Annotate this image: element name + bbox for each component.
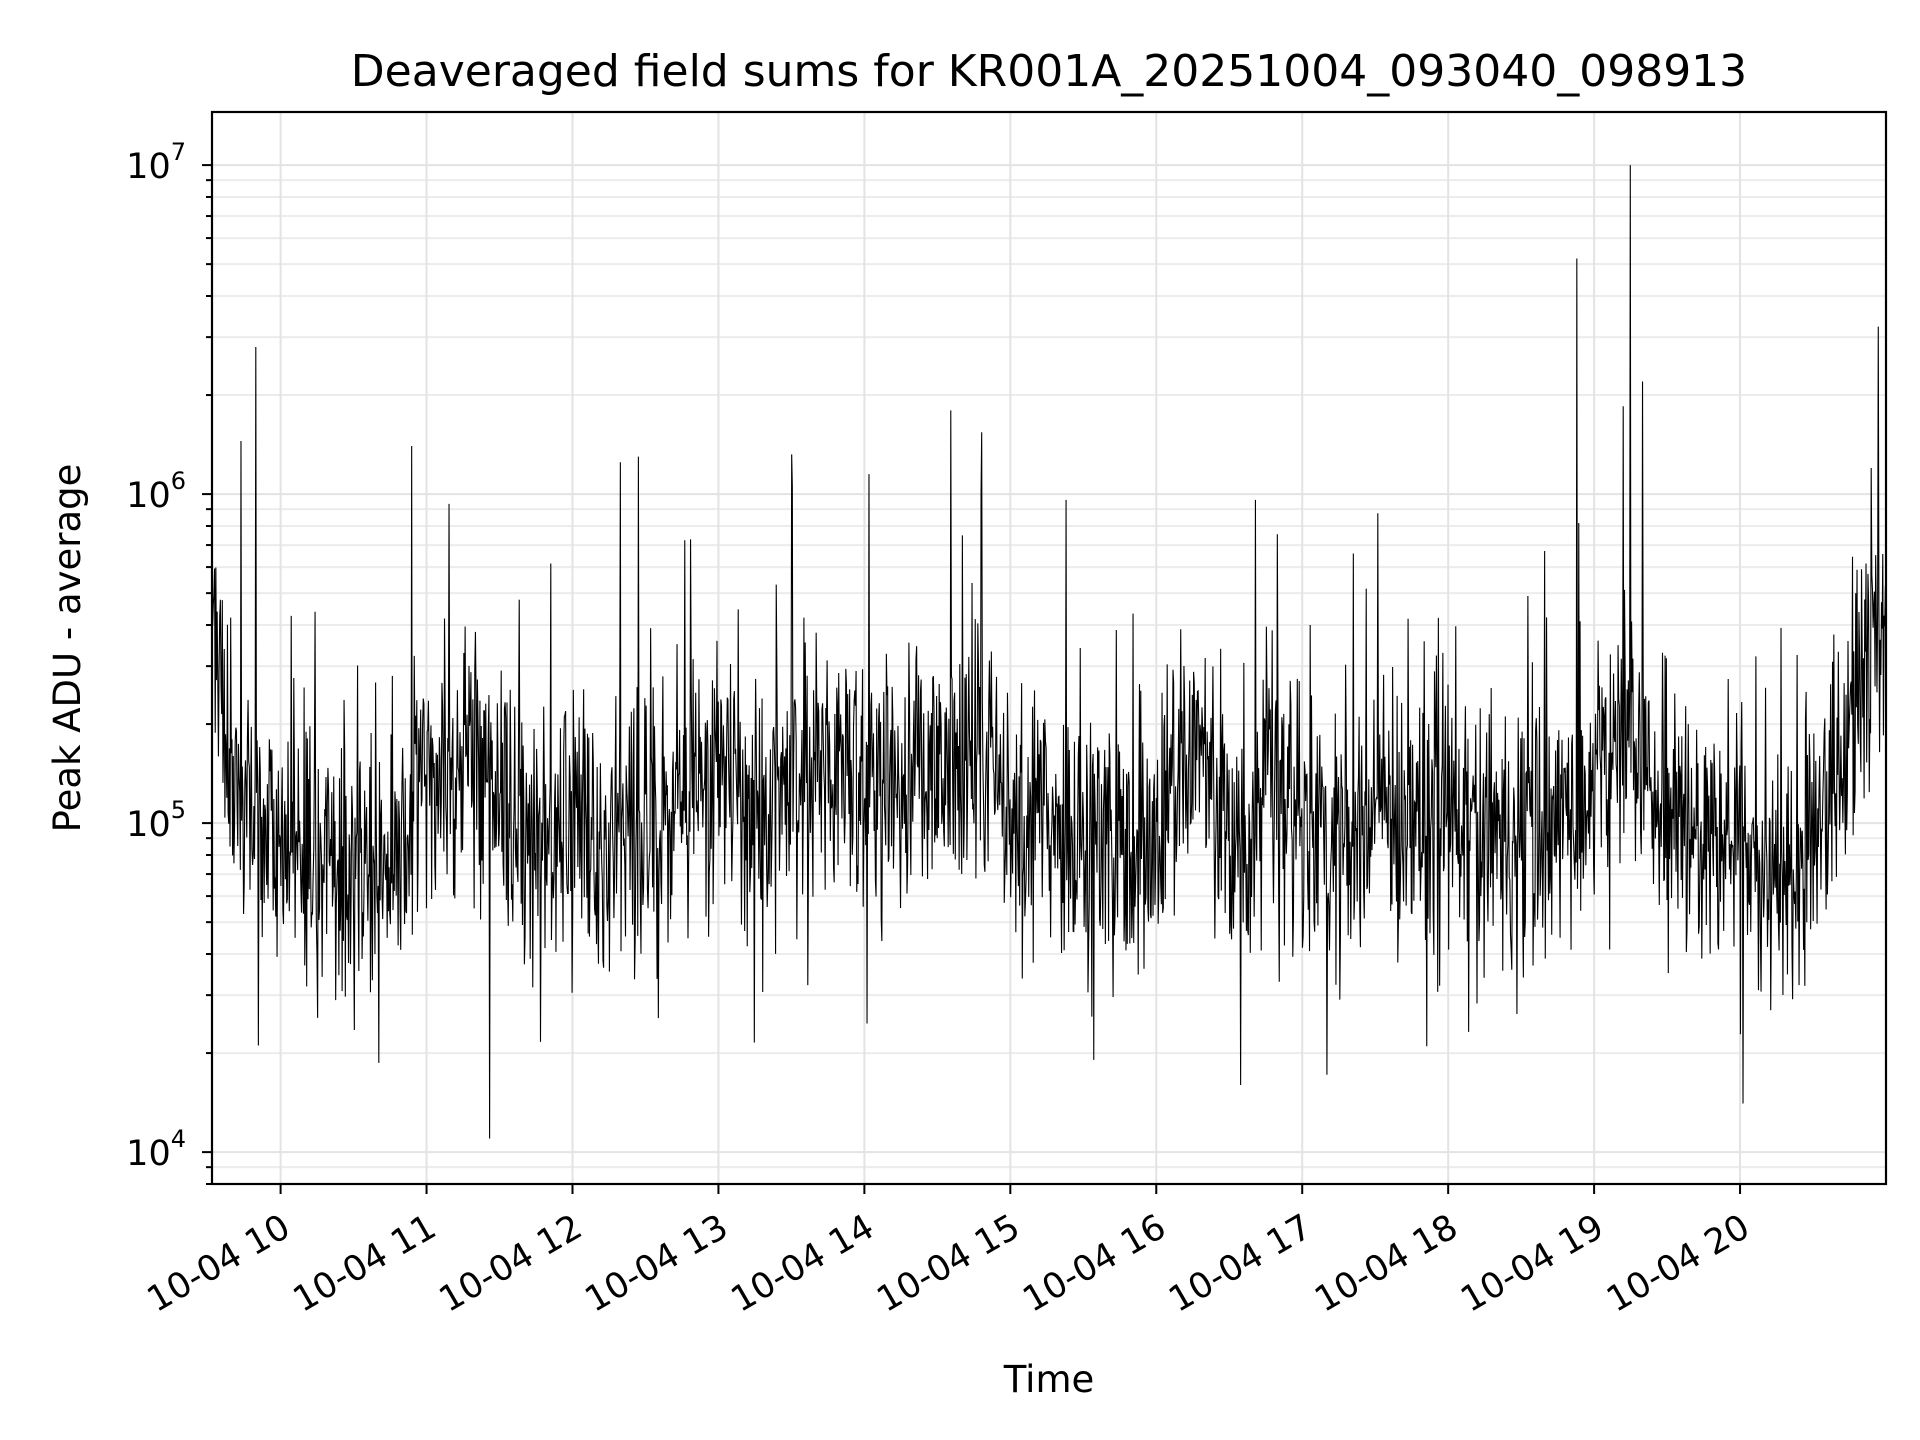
series-layer: [211, 165, 1887, 1139]
x-axis-label: Time: [1003, 1358, 1095, 1401]
y-tick-label: 105: [126, 796, 186, 845]
y-axis-ticks: 104 105 106 107: [126, 138, 212, 1185]
y-axis-label: Peak ADU - average: [46, 464, 89, 833]
data-series-line: [211, 165, 1887, 1139]
plot-frame: [210, 110, 1888, 1186]
y-tick-label: 107: [126, 138, 186, 187]
chart-title: Deaveraged field sums for KR001A_2025100…: [351, 46, 1747, 97]
y-tick-label: 106: [126, 467, 186, 516]
y-tick-label: 104: [126, 1125, 186, 1174]
